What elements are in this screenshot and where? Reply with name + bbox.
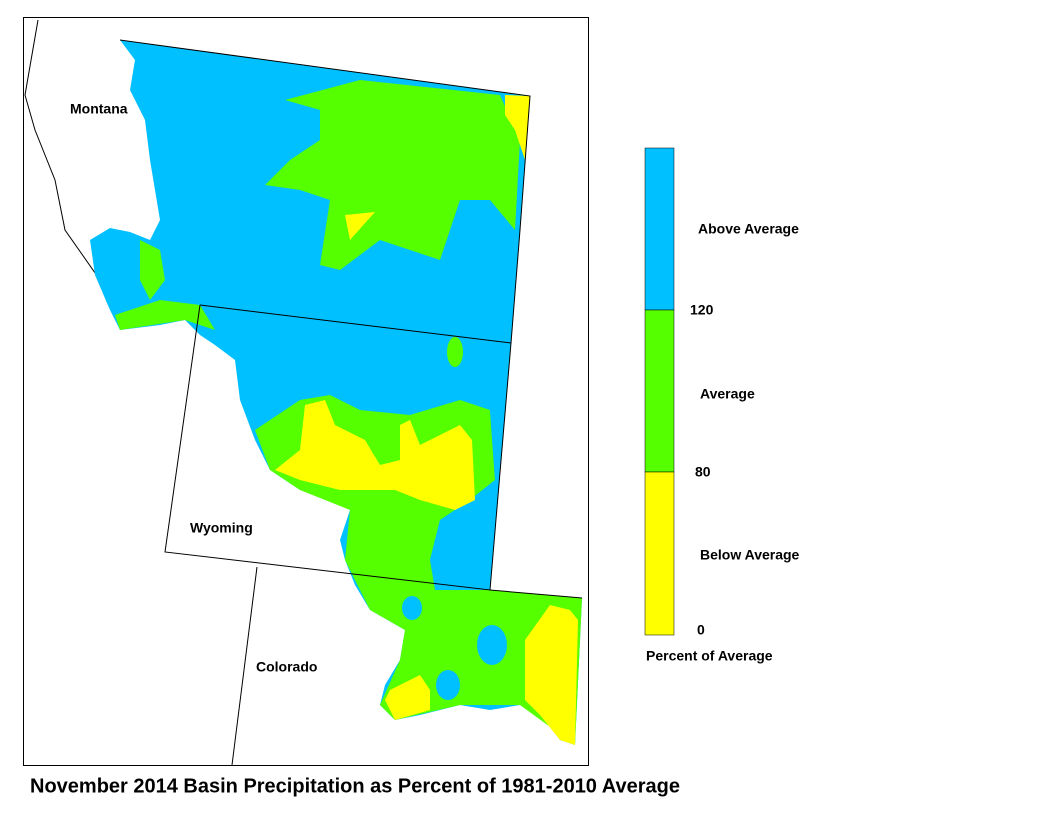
region-above — [402, 596, 422, 620]
state-label: Colorado — [256, 659, 317, 675]
legend-swatch — [644, 309, 675, 473]
montana-wyoming-border — [199, 304, 512, 344]
state-label: Wyoming — [190, 520, 253, 536]
legend-tick: 0 — [697, 622, 705, 638]
legend-class-label: Above Average — [698, 221, 799, 237]
region-average — [447, 337, 463, 367]
legend-swatch — [644, 471, 675, 636]
region-average — [265, 80, 520, 270]
map-title: November 2014 Basin Precipitation as Per… — [30, 775, 680, 797]
region-above — [436, 670, 460, 700]
region-above — [430, 400, 500, 590]
legend-title: Percent of Average — [646, 648, 773, 664]
colorado-outline — [231, 566, 583, 766]
legend-tick: 80 — [695, 464, 711, 480]
region-below — [525, 605, 578, 745]
map — [24, 19, 583, 766]
legend-swatch — [644, 147, 675, 311]
legend: Above Average Average Below Average 120 … — [644, 147, 800, 664]
region-below — [345, 212, 375, 240]
legend-class-label: Below Average — [700, 547, 800, 563]
region-below — [385, 675, 430, 720]
region-below — [505, 95, 530, 160]
region-above — [477, 625, 507, 665]
region-average — [140, 240, 165, 300]
legend-tick: 120 — [690, 302, 714, 318]
basin-east-edge — [119, 39, 531, 344]
legend-class-label: Average — [700, 386, 755, 402]
region-below — [275, 400, 475, 510]
wyoming-outline — [164, 304, 512, 591]
region-average — [115, 300, 215, 330]
state-label: Montana — [70, 101, 128, 117]
